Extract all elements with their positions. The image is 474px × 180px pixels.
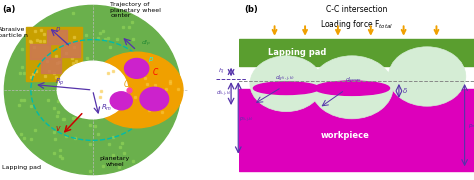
- Text: $h_j$: $h_j$: [218, 67, 225, 77]
- Text: planetary
wheel: planetary wheel: [100, 156, 130, 167]
- Text: $C$: $C$: [152, 66, 159, 77]
- Text: $\delta$: $\delta$: [402, 86, 409, 95]
- Bar: [239, 89, 474, 171]
- Text: (b): (b): [244, 5, 258, 14]
- Ellipse shape: [254, 82, 319, 94]
- Bar: [47, 30, 67, 44]
- Text: workpiece: workpiece: [123, 118, 156, 123]
- Circle shape: [388, 47, 466, 106]
- Text: Lapping pad: Lapping pad: [267, 48, 326, 57]
- Text: $d_{(i,j,k)}$: $d_{(i,j,k)}$: [216, 89, 231, 99]
- Circle shape: [110, 92, 132, 110]
- Circle shape: [140, 87, 169, 111]
- Ellipse shape: [314, 81, 390, 95]
- Bar: [61, 42, 81, 57]
- Text: Trajectory of
planetary wheel
center: Trajectory of planetary wheel center: [110, 2, 161, 18]
- Bar: [41, 58, 61, 73]
- Text: $p$: $p$: [55, 25, 61, 34]
- Bar: [30, 44, 50, 58]
- Text: $d_{g(i,j,k)}$: $d_{g(i,j,k)}$: [274, 74, 295, 84]
- Text: Lapping pad: Lapping pad: [2, 165, 41, 170]
- Circle shape: [57, 61, 128, 119]
- Text: (a): (a): [2, 5, 16, 14]
- Ellipse shape: [4, 5, 181, 175]
- Text: $v$: $v$: [55, 124, 62, 133]
- Circle shape: [125, 58, 149, 78]
- Text: $p$: $p$: [148, 55, 154, 64]
- Text: $p_{max}$: $p_{max}$: [468, 122, 474, 130]
- Text: $p_{(i,j,k)}$: $p_{(i,j,k)}$: [239, 116, 254, 125]
- Text: $R_p$: $R_p$: [55, 76, 65, 88]
- Circle shape: [311, 56, 393, 119]
- Text: $C$: $C$: [123, 78, 130, 89]
- Text: C-C intersection: C-C intersection: [326, 5, 387, 14]
- Text: $R_m$: $R_m$: [101, 103, 113, 113]
- Circle shape: [250, 56, 323, 112]
- Bar: [27, 27, 82, 81]
- Text: $d_{gmax}$: $d_{gmax}$: [345, 76, 362, 86]
- Text: $dl_p$: $dl_p$: [141, 39, 151, 49]
- Circle shape: [91, 52, 183, 128]
- Bar: [239, 39, 474, 66]
- Text: Loading force F$_{total}$: Loading force F$_{total}$: [320, 18, 393, 31]
- Text: Abrasive
particle n: Abrasive particle n: [0, 27, 27, 38]
- Text: workpiece: workpiece: [320, 130, 369, 140]
